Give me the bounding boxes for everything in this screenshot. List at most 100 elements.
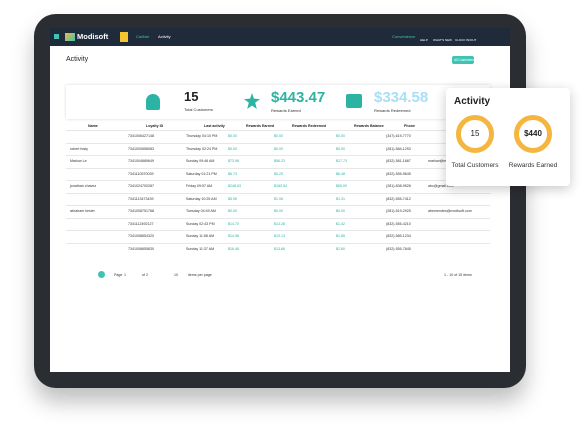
row-divider <box>66 192 490 194</box>
table-cell: Friday 09:57 AM <box>186 184 213 188</box>
row-divider <box>66 167 490 169</box>
table-cell: $0.00 <box>228 134 237 138</box>
table-cell: $1.42 <box>336 221 345 226</box>
donut <box>514 115 552 153</box>
stats-card: 15 Total Customers $443.47 Rewards Earne… <box>66 85 490 119</box>
top-bar: Modisoft Carlisle Activity Convenience H… <box>50 28 510 46</box>
table-cell: $0.00 <box>228 209 237 213</box>
whats-new-link[interactable]: WHAT'S NEW <box>433 38 453 42</box>
table-cell: 7341113473439 <box>128 196 154 201</box>
table-cell: Sunday 02:43 PM <box>186 221 215 226</box>
table-cell: 7341008654320 <box>128 234 154 238</box>
row-divider <box>66 180 490 181</box>
card-label: Rewards Earned <box>508 162 558 169</box>
stat-label: Rewards Redeemed <box>374 108 411 113</box>
table-cell: $6.48 <box>336 171 345 176</box>
table-cell: $0.00 <box>274 209 283 213</box>
stat-value: $443.47 <box>271 89 326 106</box>
table-cell: Saturday 10:25 AM <box>186 196 217 201</box>
page-input[interactable]: 1 <box>124 273 126 277</box>
table-cell: (832)-585-1234 <box>386 234 411 238</box>
table-cell: marlow@modis <box>428 159 453 163</box>
table-cell: 7341000658083 <box>128 146 154 151</box>
table-cell: $1.85 <box>336 234 345 238</box>
column-header: Rewards Redeemed <box>292 124 327 128</box>
table-cell: $14.70 <box>228 221 239 226</box>
column-header: Rewards Earned <box>246 124 275 128</box>
all-customers-button[interactable]: All Customers <box>452 56 474 64</box>
card-title: Activity <box>454 96 491 107</box>
row-divider <box>66 205 490 206</box>
card-label: Total Customers <box>451 162 499 169</box>
page-title: Activity <box>66 56 89 63</box>
table-cell: 7341110570039 <box>128 171 154 176</box>
store-icon <box>120 32 128 42</box>
table-cell: $17.73 <box>336 159 347 163</box>
stat-label: Rewards Earned <box>271 108 301 113</box>
table-cell: $248.63 <box>228 184 241 188</box>
table-cell: (347)-619-7770 <box>386 134 411 138</box>
table-cell: robert fosty <box>70 146 88 151</box>
table-cell: (832)-555-7412 <box>386 196 411 201</box>
page-summary: 1 - 10 of 15 items <box>444 273 472 277</box>
column-header: Loyalty ID <box>146 124 164 128</box>
table-cell: $16.46 <box>228 246 239 251</box>
table-cell: Sunday 11:37 AM <box>186 246 215 251</box>
clock-link[interactable]: CLOCK IN/OUT <box>455 38 477 42</box>
table-cell: $1.06 <box>274 196 283 201</box>
help-link[interactable]: HELP <box>420 38 428 42</box>
table-cell: 7341008751768 <box>128 209 154 213</box>
screen: Modisoft Carlisle Activity Convenience H… <box>50 28 510 372</box>
table-cell: abc@gmail.com <box>428 184 454 188</box>
table-cell: (832)-555-4210 <box>386 221 411 226</box>
table-cell: abraham kesler <box>70 209 95 213</box>
stat-label: Total Customers <box>184 107 213 112</box>
table-cell: 7341112492127 <box>128 221 154 226</box>
brand: Modisoft <box>77 32 109 41</box>
table-cell: 7341006427148 <box>128 134 154 138</box>
table-cell: $56.23 <box>274 159 285 163</box>
table-cell: 7341008655630 <box>128 246 154 251</box>
table-cell: $13.13 <box>274 234 285 238</box>
card-value: 15 <box>470 129 480 138</box>
current-page[interactable] <box>98 271 105 278</box>
table-cell: (281)-619-2925 <box>386 209 411 213</box>
table-cell: $1.31 <box>336 196 345 201</box>
table-cell: $0.00 <box>274 134 283 138</box>
table-cell: $0.25 <box>274 171 283 176</box>
table-cell: Sunday 09:46 AM <box>186 159 215 163</box>
row-divider <box>66 230 490 231</box>
table-cell: Thursday 02:24 PM <box>186 146 218 151</box>
column-header: Rewards Balance <box>354 124 384 128</box>
page-size[interactable]: 10 <box>174 273 178 277</box>
table-cell: $0.00 <box>336 146 345 151</box>
table-cell: Saturday 01:21 PM <box>186 171 217 176</box>
table-cell: $6.73 <box>228 171 237 176</box>
table-cell: Tuesday 04:49 AM <box>186 209 216 213</box>
wallet-icon <box>346 94 362 108</box>
logo <box>65 33 75 41</box>
column-header: Phone <box>404 124 415 128</box>
table-cell: (832)-555-9645 <box>386 171 411 176</box>
table-cell: Thursday 04:10 PM <box>186 134 218 138</box>
table-cell: $13.66 <box>274 246 285 251</box>
stat-value: 15 <box>184 89 199 104</box>
row-divider <box>66 130 490 131</box>
page-label: Page <box>114 273 123 277</box>
customers-icon <box>146 94 160 110</box>
row-divider <box>66 142 490 144</box>
table-cell: $14.98 <box>228 234 239 238</box>
table-cell: (281)-838-9528 <box>386 184 411 188</box>
table-cell: $73.96 <box>228 159 239 163</box>
row-divider <box>66 155 490 156</box>
page-total: of 2 <box>142 273 148 277</box>
button-label: All Customers <box>454 58 474 62</box>
table-cell: $2.80 <box>336 246 345 251</box>
business[interactable]: Convenience <box>392 34 416 39</box>
section: Activity <box>158 34 171 39</box>
table-cell: 7341004689649 <box>128 159 154 163</box>
column-header: Name <box>88 124 98 128</box>
store[interactable]: Carlisle <box>136 34 150 39</box>
table-cell: (832)-555-7845 <box>386 246 411 251</box>
